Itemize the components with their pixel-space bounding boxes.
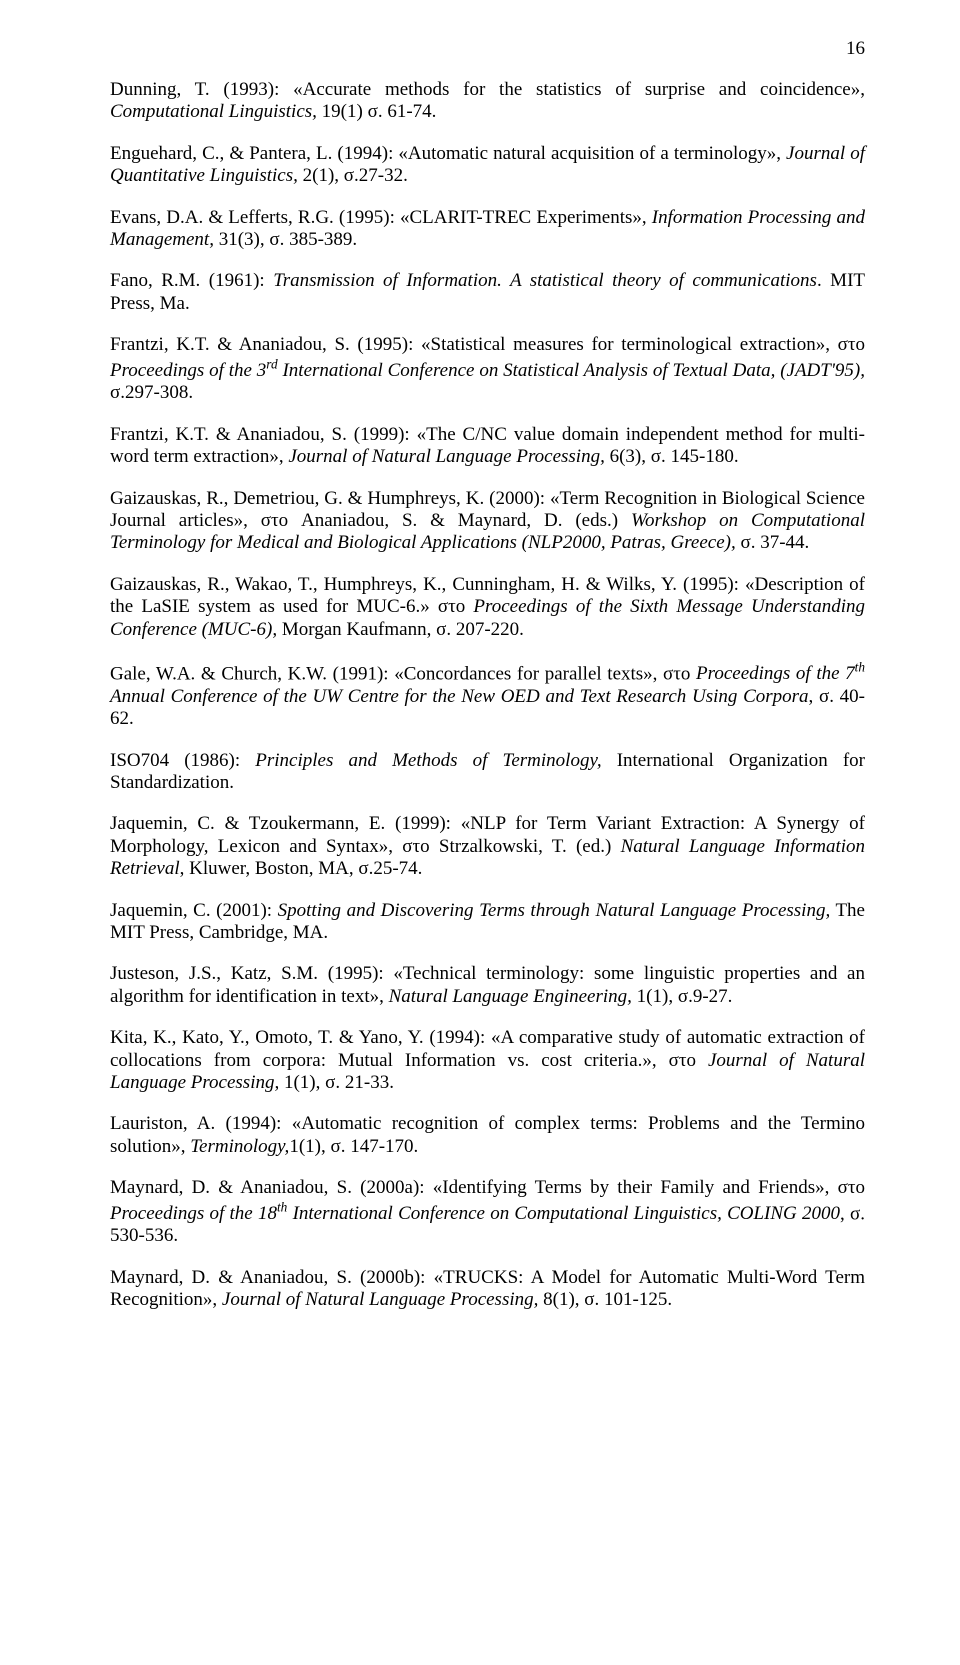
page-number: 16 (846, 38, 865, 60)
reference-entry: Fano, R.M. (1961): Transmission of Infor… (110, 270, 865, 315)
reference-entry: Dunning, T. (1993): «Accurate methods fo… (110, 79, 865, 124)
reference-entry: Jaquemin, C. & Tzoukermann, E. (1999): «… (110, 813, 865, 880)
reference-entry: Jaquemin, C. (2001): Spotting and Discov… (110, 900, 865, 945)
reference-entry: Gale, W.A. & Church, K.W. (1991): «Conco… (110, 660, 865, 731)
reference-entry: Kita, K., Kato, Y., Omoto, T. & Yano, Y.… (110, 1027, 865, 1094)
reference-entry: Maynard, D. & Ananiadou, S. (2000b): «TR… (110, 1267, 865, 1312)
reference-entry: Maynard, D. & Ananiadou, S. (2000a): «Id… (110, 1177, 865, 1248)
reference-entry: ISO704 (1986): Principles and Methods of… (110, 750, 865, 795)
reference-entry: Gaizauskas, R., Wakao, T., Humphreys, K.… (110, 574, 865, 641)
reference-entry: Frantzi, K.T. & Ananiadou, S. (1995): «S… (110, 334, 865, 405)
reference-entry: Justeson, J.S., Katz, S.M. (1995): «Tech… (110, 963, 865, 1008)
reference-entry: Gaizauskas, R., Demetriou, G. & Humphrey… (110, 488, 865, 555)
reference-entry: Frantzi, K.T. & Ananiadou, S. (1999): «T… (110, 424, 865, 469)
reference-entry: Enguehard, C., & Pantera, L. (1994): «Au… (110, 143, 865, 188)
reference-entry: Lauriston, A. (1994): «Automatic recogni… (110, 1113, 865, 1158)
references-list: Dunning, T. (1993): «Accurate methods fo… (110, 79, 865, 1312)
reference-entry: Evans, D.A. & Lefferts, R.G. (1995): «CL… (110, 207, 865, 252)
page: 16 Dunning, T. (1993): «Accurate methods… (0, 0, 960, 1391)
